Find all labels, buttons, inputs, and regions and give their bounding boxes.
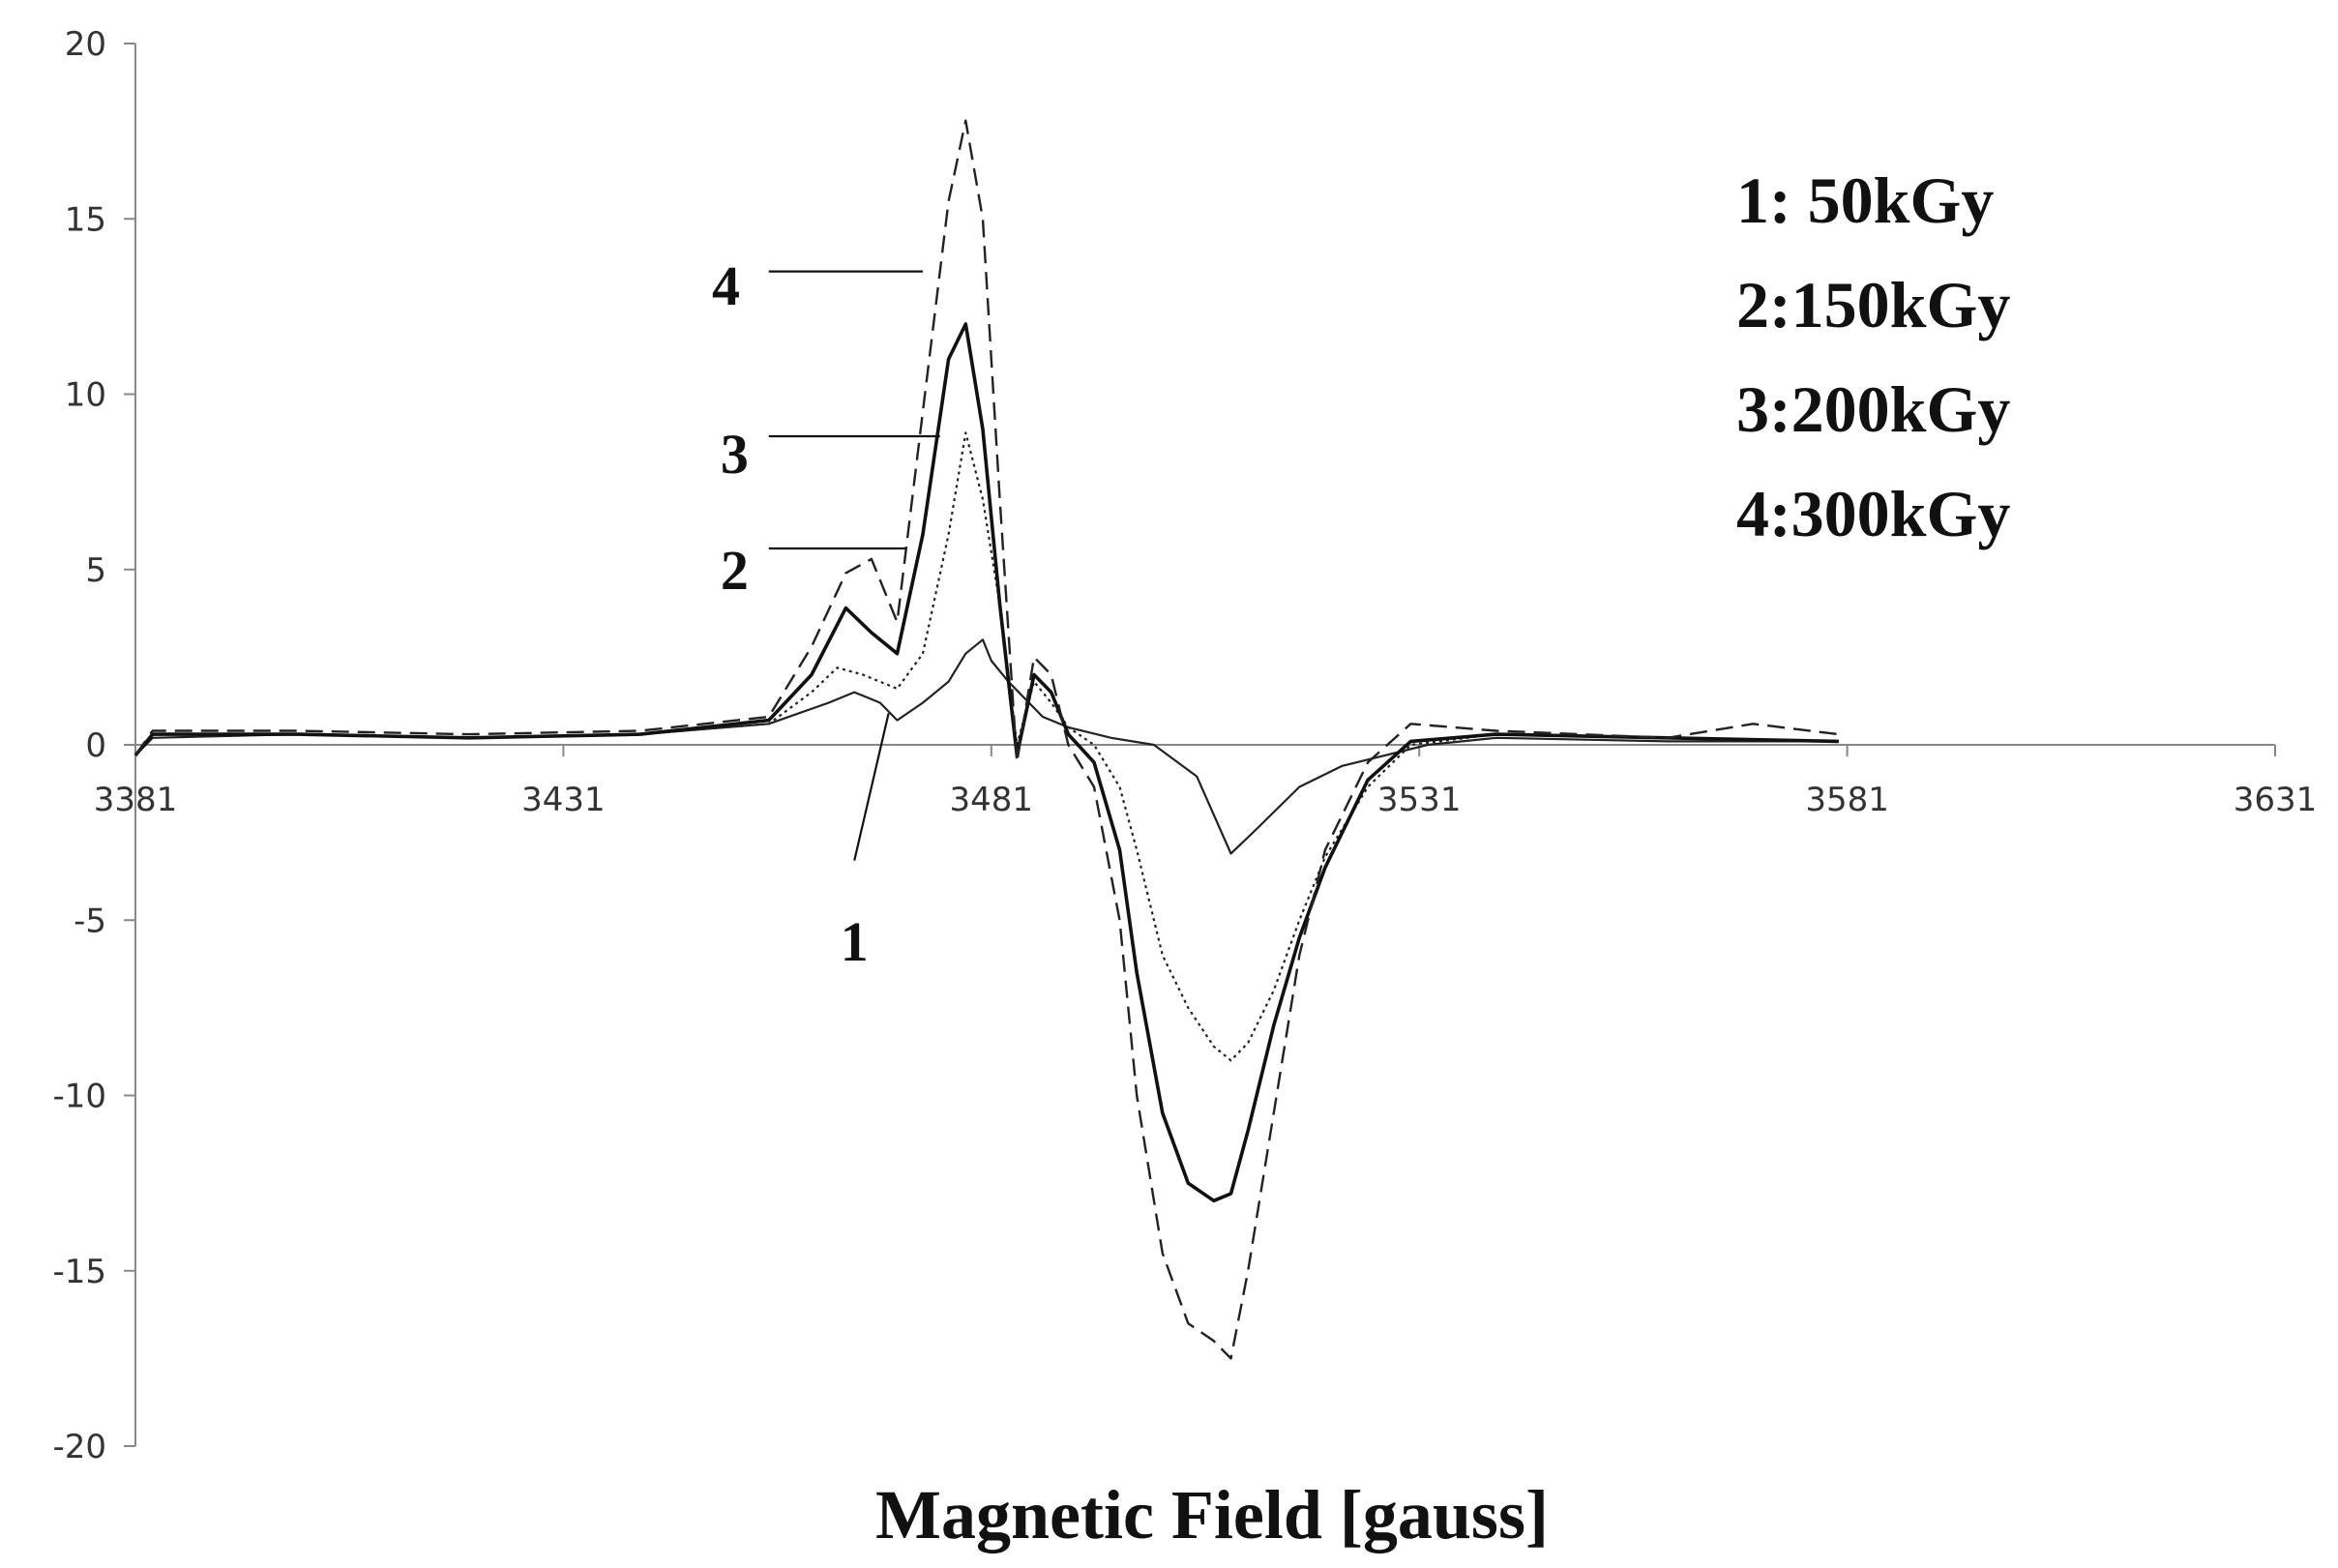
curve-label-3: 3 bbox=[721, 423, 749, 486]
x-tick-label: 3631 bbox=[2234, 781, 2318, 819]
y-tick-label: 10 bbox=[65, 376, 106, 415]
curve-label-2: 2 bbox=[721, 539, 749, 602]
series-line-3 bbox=[133, 322, 1839, 1203]
legend-entry-1: 1: 50kGy bbox=[1736, 163, 1994, 237]
axes: 20 15 10 5 0 -5 -10 -15 -20 3381 3431 3481 3531 3581 3… bbox=[52, 25, 2317, 1466]
x-tick-label: 3531 bbox=[1377, 781, 1462, 819]
y-tick-label: -10 bbox=[52, 1078, 106, 1116]
curve-leader-1 bbox=[853, 713, 890, 861]
x-tick-label: 3431 bbox=[521, 781, 606, 819]
curve-label-4: 4 bbox=[712, 254, 740, 317]
x-tick-label: 3481 bbox=[950, 781, 1034, 819]
y-tick-label: -5 bbox=[74, 902, 106, 940]
x-tick-label: 3381 bbox=[94, 781, 178, 819]
series-line-2 bbox=[134, 431, 1839, 1062]
legend-entry-4: 4:300kGy bbox=[1736, 477, 2010, 550]
x-axis-title: Magnetic Field [gauss] bbox=[875, 1476, 1549, 1553]
y-tick-label: 0 bbox=[85, 726, 106, 765]
legend-entry-2: 2:150kGy bbox=[1736, 268, 2010, 341]
y-tick-label: 15 bbox=[65, 200, 106, 239]
series-layer bbox=[133, 119, 1839, 1360]
series-line-1 bbox=[134, 638, 1839, 855]
y-tick-label: -20 bbox=[52, 1428, 106, 1466]
legend: 1: 50kGy 2:150kGy 3:200kGy 4:300kGy bbox=[1736, 163, 2010, 550]
curve-label-1: 1 bbox=[841, 910, 869, 973]
y-tick-label: -15 bbox=[52, 1253, 106, 1291]
x-tick-label: 3581 bbox=[1805, 781, 1889, 819]
y-tick-label: 5 bbox=[85, 551, 106, 590]
curve-annotations: 1 2 3 4 bbox=[712, 254, 940, 973]
series-line-4 bbox=[134, 119, 1839, 1360]
legend-entry-3: 3:200kGy bbox=[1736, 372, 2010, 446]
y-tick-label: 20 bbox=[65, 25, 106, 64]
